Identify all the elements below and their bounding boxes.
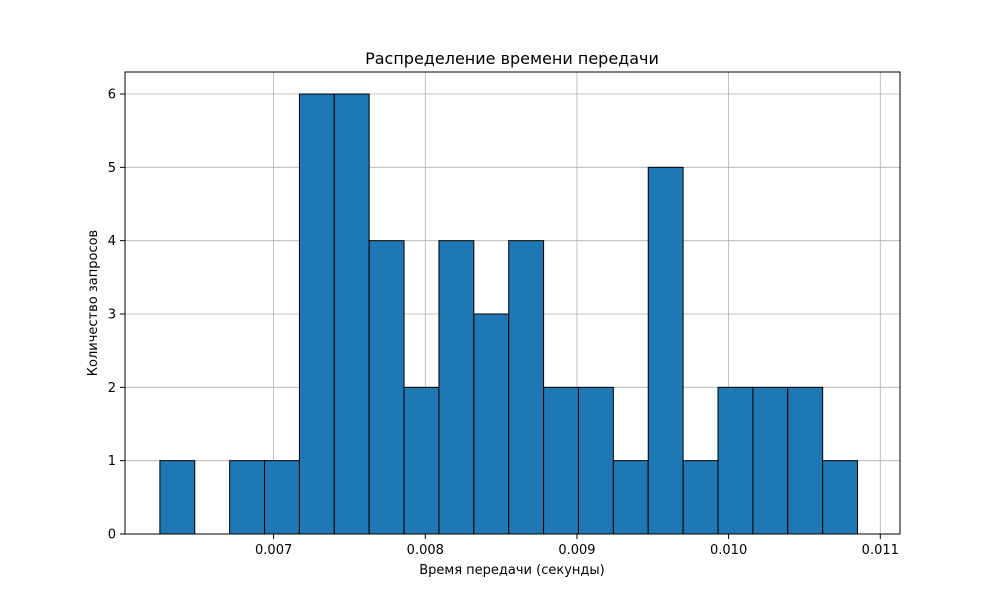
y-tick-label: 2 xyxy=(108,381,116,396)
y-axis-ticks: 0 1 2 3 4 5 6 xyxy=(108,88,125,543)
histogram-bar xyxy=(647,166,684,535)
histogram-bar xyxy=(159,460,196,535)
histogram-bar xyxy=(229,460,266,535)
histogram-bar xyxy=(577,386,614,535)
histogram-bar xyxy=(368,240,405,535)
histogram-bar xyxy=(333,93,370,535)
plot-area-frame xyxy=(124,71,901,535)
histogram-bar xyxy=(403,386,440,535)
histogram-bar xyxy=(717,386,754,535)
y-tick-label: 3 xyxy=(108,308,116,323)
histogram-bar xyxy=(298,93,335,535)
histogram-bar xyxy=(438,240,475,535)
histogram-bar xyxy=(508,240,545,535)
y-tick-label: 0 xyxy=(108,528,116,543)
x-axis-ticks: 0.007 0.008 0.009 0.010 0.011 xyxy=(255,534,899,558)
y-tick-label: 4 xyxy=(108,234,116,249)
x-tick-label: 0.007 xyxy=(255,543,292,558)
histogram-bar xyxy=(822,460,859,535)
y-axis-label: Количество запросов xyxy=(86,230,101,376)
histogram-bars xyxy=(159,93,859,535)
y-tick-label: 1 xyxy=(108,454,116,469)
y-tick-label: 6 xyxy=(108,88,116,103)
histogram-bar xyxy=(752,386,789,535)
x-tick-label: 0.011 xyxy=(862,543,899,558)
x-axis-label: Время передачи (секунды) xyxy=(419,563,604,578)
x-tick-label: 0.009 xyxy=(558,543,595,558)
x-tick-label: 0.010 xyxy=(710,543,747,558)
histogram-bar xyxy=(543,386,579,535)
x-tick-label: 0.008 xyxy=(407,543,444,558)
chart-title: Распределение времени передачи xyxy=(365,49,659,68)
histogram-bar xyxy=(264,460,300,535)
histogram-bar xyxy=(612,460,649,535)
histogram-bar xyxy=(787,386,824,535)
histogram-bar xyxy=(473,313,510,535)
y-tick-label: 5 xyxy=(108,161,116,176)
histogram-bar xyxy=(682,460,719,535)
